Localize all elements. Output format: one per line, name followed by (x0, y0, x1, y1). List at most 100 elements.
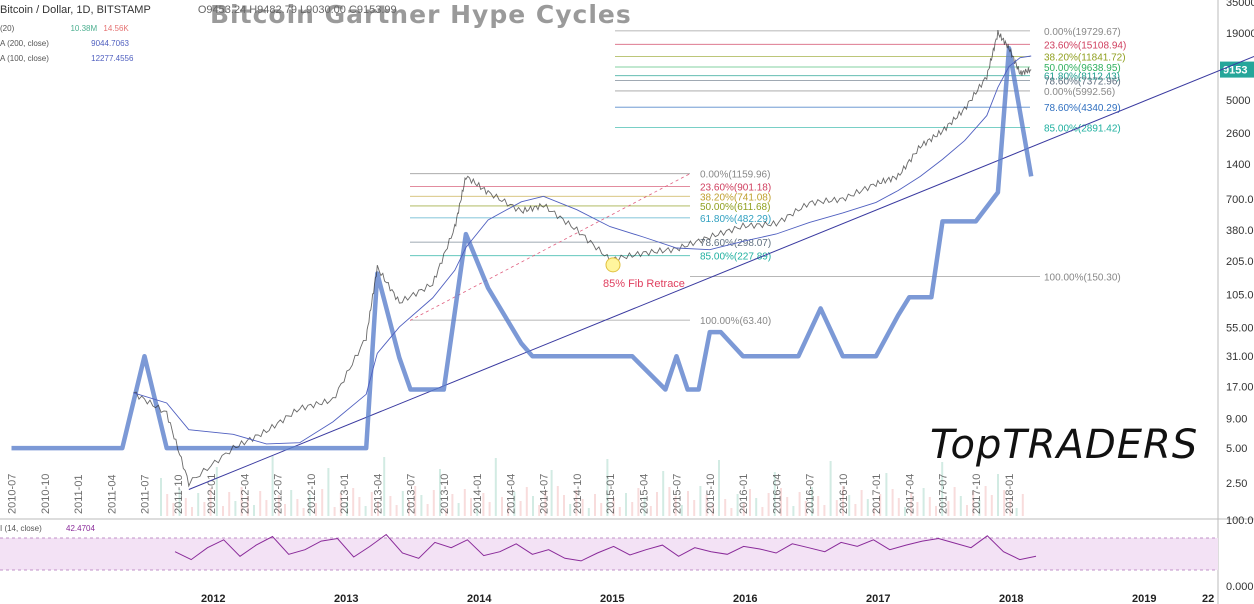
volume-bar (984, 486, 987, 516)
x-month-label: 2010-07 (7, 474, 19, 514)
fib-level-label: 100.00%(150.30) (1044, 273, 1121, 284)
volume-bar (687, 491, 689, 516)
y-tick-label: 5.00 (1226, 443, 1247, 455)
rsi-band (0, 538, 1218, 570)
volume-bar (891, 489, 894, 516)
x-month-label: 2012-07 (273, 474, 285, 514)
volume-bar (333, 507, 336, 516)
y-tick-label: 380.00 (1226, 225, 1254, 237)
fib-level-label: 23.60%(901.18) (700, 182, 771, 193)
volume-bar (730, 508, 733, 516)
ma100-legend: A (100, close) 12277.4556 (0, 54, 137, 63)
volume-bar (432, 490, 435, 516)
volume-bar (866, 499, 869, 516)
volume-bar (823, 505, 826, 516)
volume-bar (550, 470, 553, 516)
x-month-label: 2015-04 (638, 474, 650, 514)
volume-bar (463, 489, 466, 516)
fib-level-label: 61.80%(482.29) (700, 214, 771, 225)
ma200-legend: A (200, close) 9044.7063 (0, 39, 133, 48)
fib-level-label: 23.60%(15108.94) (1044, 40, 1126, 51)
volume-bar (941, 462, 944, 516)
moving-average-line (133, 55, 1032, 445)
x-month-label: 2013-01 (339, 474, 351, 514)
volume-bar (389, 496, 392, 516)
volume-bar (649, 506, 652, 516)
x-month-label: 2014-04 (505, 474, 517, 514)
volume-bar (897, 498, 900, 516)
rsi-series (174, 533, 1037, 562)
volume-bar (284, 504, 286, 516)
fib-connector (409, 173, 691, 321)
rsi-tick-label: 100.00 (1226, 515, 1254, 527)
volume-bar (383, 457, 386, 516)
volume-bar (327, 468, 330, 516)
volume-bar (922, 488, 925, 516)
volume-bar (674, 496, 677, 516)
ma100-value: 12277.4556 (91, 54, 134, 63)
y-tick-label: 35000 (1226, 0, 1254, 9)
volume-bar (916, 502, 919, 516)
volume-bar (631, 502, 634, 516)
retrace-marker (605, 257, 621, 273)
volume-bar (792, 506, 795, 516)
volume-bar (525, 487, 528, 516)
volume-bar (513, 492, 516, 516)
volume-bar (668, 487, 671, 516)
volume-bar (780, 488, 782, 516)
volume-bar (234, 501, 237, 516)
x-month-label: 2014-10 (572, 474, 584, 514)
volume-bar (420, 495, 423, 516)
volume-bar (470, 498, 472, 516)
x-year-label: 2013 (334, 593, 358, 604)
volume-bar (451, 494, 454, 516)
volume-bar (271, 456, 274, 516)
price-badge (1220, 61, 1254, 78)
x-month-label: 2016-04 (771, 474, 783, 514)
x-month-label: 2013-10 (439, 474, 451, 514)
volume-bar (643, 497, 646, 516)
x-year-label: 2017 (866, 593, 890, 604)
volume-bar (1003, 490, 1006, 516)
fib-level-label: 100.00%(63.40) (700, 316, 771, 327)
y-tick-label: 205.00 (1226, 256, 1254, 268)
hype-cycle-line (11, 45, 1034, 451)
volume-bar (222, 506, 224, 516)
volume-bar (742, 503, 745, 516)
y-tick-label: 31.00 (1226, 351, 1254, 363)
volume-bar (1021, 494, 1024, 516)
x-month-label: 2011-01 (73, 474, 85, 514)
volume-bar (798, 492, 801, 516)
volume-bar (352, 488, 355, 516)
volume-bar (544, 491, 547, 516)
volume-bar (482, 493, 485, 516)
y-tick-label: 19000 (1226, 28, 1254, 40)
volume-bar (972, 491, 975, 516)
volume-bar (773, 472, 776, 516)
volume-bar (935, 506, 937, 516)
volume-bar (203, 502, 206, 516)
volume-bar (265, 500, 268, 516)
volume-bar (966, 505, 968, 516)
volume-bar (612, 498, 615, 516)
volume-bar (160, 478, 162, 516)
x-month-label: 2017-01 (871, 474, 883, 514)
volume-bar (321, 489, 324, 516)
volume-bar (600, 503, 603, 516)
volume-bar (172, 503, 175, 516)
volume-legend: (20) 10.38M 14.56K (0, 24, 133, 33)
y-tick-label: 2600 (1226, 128, 1250, 140)
volume-bar (885, 473, 888, 516)
volume-bar (519, 501, 522, 516)
volume-bar (606, 459, 609, 516)
volume-bar (556, 486, 559, 516)
volume-bar (860, 490, 863, 516)
volume-bar (978, 500, 981, 516)
y-tick-label: 700.00 (1226, 194, 1254, 206)
x-month-label: 2013-07 (406, 474, 418, 514)
x-month-label: 2016-01 (738, 474, 750, 514)
volume-bar (414, 486, 417, 516)
volume-bar (408, 500, 410, 516)
volume-bar (178, 489, 181, 516)
